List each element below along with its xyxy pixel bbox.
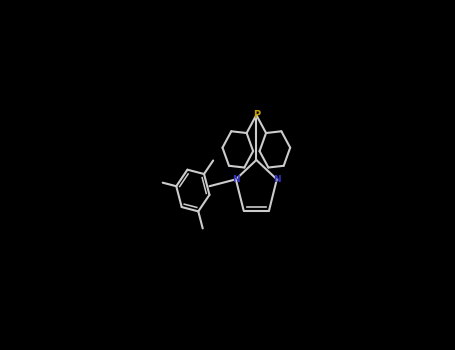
Text: P: P: [253, 110, 260, 120]
Text: N: N: [232, 175, 240, 184]
Text: N: N: [273, 175, 281, 184]
